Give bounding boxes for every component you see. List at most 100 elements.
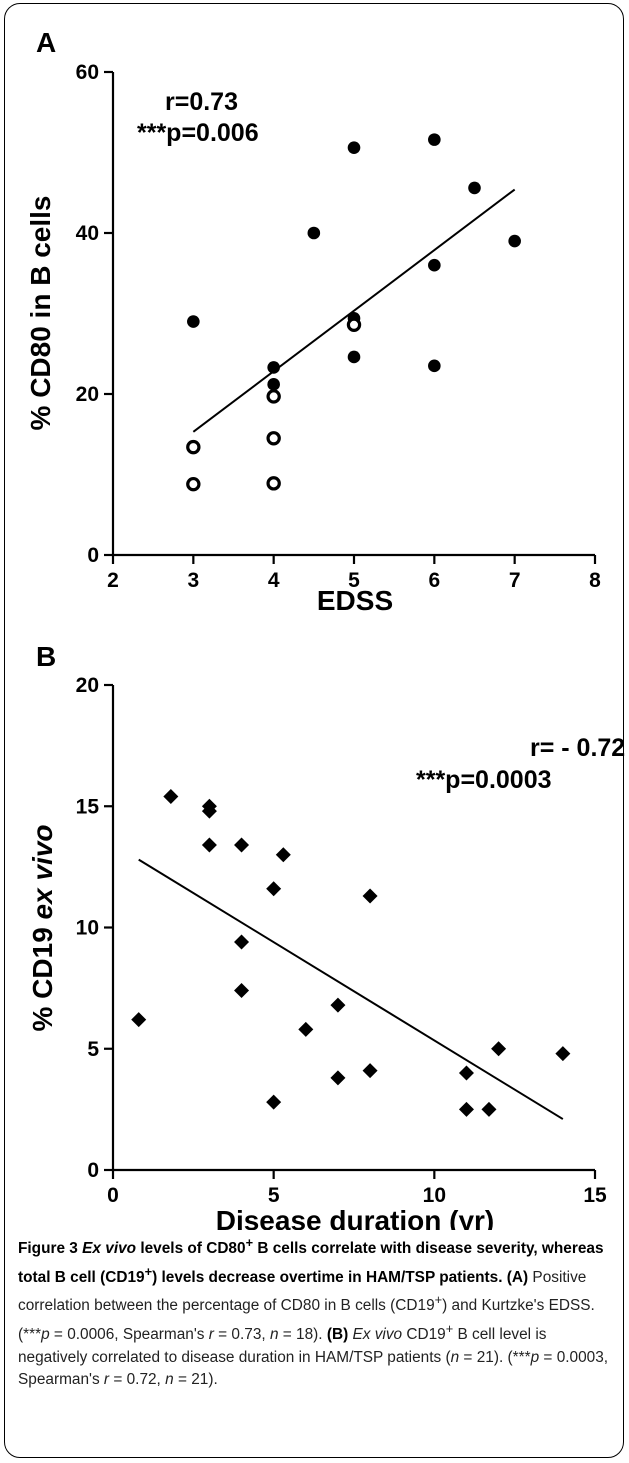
panel-b-diamond-point — [298, 1021, 314, 1037]
panel-a-filled-point — [347, 141, 361, 154]
caption-n-symbol-2: n — [450, 1348, 460, 1366]
panel-a-filled-point — [267, 361, 280, 374]
caption-title-b: B cells correlate with disease severity,… — [18, 1240, 604, 1286]
panel-a-x-tick-label: 3 — [187, 569, 199, 592]
panel-a-y-tick-label: 40 — [76, 222, 99, 245]
panel-b-diamond-point — [481, 1101, 497, 1117]
panel-b-diamond-point — [201, 837, 217, 853]
panel-a-regression-line — [192, 188, 516, 433]
caption-sup-plus-2: + — [144, 1263, 153, 1279]
panel-a-filled-point — [468, 181, 481, 195]
caption-panel-b-text6: = 21). — [173, 1371, 218, 1388]
panel-b-x-tick-label: 15 — [583, 1184, 607, 1207]
caption-panel-b-label: (B) — [326, 1326, 349, 1343]
panel-b-y-tick-label: 0 — [87, 1159, 99, 1182]
caption-r-symbol-2: r — [103, 1371, 110, 1388]
panel-b-y-tick-label: 10 — [76, 917, 99, 940]
caption-label: Figure 3 — [18, 1240, 78, 1258]
panel-b-y-axis-title: % CD19 ex vivo — [27, 825, 58, 1032]
panel-b-p-annotation: ***p=0.0003 — [416, 766, 552, 794]
panel-b-x-tick-label: 0 — [107, 1184, 119, 1207]
panel-b-diamond-point — [131, 1012, 147, 1028]
caption-n-symbol: n — [269, 1326, 279, 1343]
panel-b-r-annotation: r= - 0.72 — [530, 734, 625, 762]
panel-b-diamond-point — [362, 888, 378, 904]
panel-a-y-tick-label: 0 — [87, 544, 99, 567]
panel-a-open-point — [266, 431, 281, 446]
panel-a-filled-point — [428, 359, 441, 373]
panel-b-diamond-point — [458, 1065, 474, 1081]
panel-a-y-axis-title: % CD80 in B cells — [25, 196, 56, 431]
panel-b-diamond-point — [234, 837, 250, 853]
panel-a-y-tick-label: 60 — [76, 61, 99, 84]
panel-b-diamond-point — [266, 881, 282, 897]
caption-r-symbol: r — [208, 1326, 214, 1343]
panel-a-open-point — [266, 389, 281, 404]
panel-b-diamond-point — [266, 1094, 282, 1110]
panel-a-filled-point — [508, 234, 521, 248]
panel-b-letter: B — [36, 641, 56, 672]
caption-title-c: ) levels decrease overtime in HAM/TSP pa… — [152, 1268, 503, 1286]
panel-b-x-axis-title: Disease duration (yr) — [216, 1205, 495, 1230]
caption-title-italic: Ex vivo — [82, 1240, 137, 1258]
panel-b-diamond-point — [330, 1070, 346, 1086]
caption-panel-a-text2: ) and Kurtzke's EDSS. (*** — [18, 1297, 595, 1343]
caption-title-a: levels of CD80 — [136, 1240, 246, 1258]
caption-panel-b-text1: CD19 — [402, 1326, 446, 1343]
panel-a-y-tick-label: 20 — [76, 383, 99, 406]
panel-a-filled-point — [347, 350, 361, 364]
panel-a-open-point — [266, 476, 281, 491]
caption-panel-a-text1: Positive correlation between the percent… — [18, 1268, 587, 1315]
panel-a-x-tick-label: 5 — [348, 569, 360, 592]
caption-panel-b-text2: B cell level is negatively correlated to… — [18, 1326, 547, 1366]
panel-a-open-point — [186, 476, 201, 492]
caption-p-symbol-2: p — [530, 1348, 540, 1366]
panel-a-filled-point — [428, 258, 441, 272]
panel-a-filled-point — [428, 133, 441, 146]
panel-a-filled-point — [267, 378, 280, 391]
panel-a-filled-point — [187, 315, 200, 328]
caption-sup-plus-3: + — [434, 1292, 443, 1308]
panel-b: B 0 5 10 15 0 5 10 15 20 r= - 0.72 ***p=0.0003 D… — [27, 641, 625, 1230]
panel-b-diamond-point — [163, 789, 179, 805]
panel-b-diamond-point — [234, 983, 250, 999]
caption-panel-a-text3: = 0.0006, Spearman's — [49, 1326, 209, 1343]
caption-n-symbol-3: n — [165, 1371, 174, 1388]
panel-b-diamond-point — [330, 997, 346, 1013]
caption-panel-a-label: (A) — [506, 1268, 529, 1286]
panel-a-x-tick-label: 7 — [509, 569, 521, 592]
caption-panel-b-text5: = 0.72, — [109, 1371, 166, 1388]
figure-frame — [4, 3, 624, 1458]
panel-b-diamond-point — [275, 847, 291, 863]
panel-b-diamond-point — [201, 803, 217, 819]
panel-a-x-tick-label: 4 — [268, 569, 280, 592]
caption-sup-plus-1: + — [245, 1235, 254, 1250]
panel-b-y-tick-label: 5 — [87, 1038, 99, 1061]
panel-b-x-tick-label: 10 — [423, 1184, 446, 1207]
panel-a-r-annotation: r=0.73 — [165, 88, 238, 116]
caption-panel-b-text3: = 21). (*** — [459, 1348, 531, 1366]
caption-panel-b-italic: Ex vivo — [352, 1326, 403, 1343]
panel-b-diamond-point — [491, 1041, 507, 1057]
panel-a-filled-point — [307, 226, 321, 240]
panel-a-x-tick-label: 2 — [107, 569, 119, 592]
panel-b-y-tick-label: 15 — [76, 795, 100, 818]
panel-a-open-point — [186, 439, 201, 455]
panel-a-x-tick-label: 8 — [589, 569, 601, 592]
panel-b-diamond-point — [458, 1101, 474, 1117]
panel-b-x-tick-label: 5 — [268, 1184, 280, 1207]
panel-a-x-axis-title: EDSS — [317, 585, 393, 616]
panel-b-diamond-point — [555, 1046, 571, 1062]
caption-panel-a-text5: = 18). — [278, 1326, 323, 1343]
panel-a-letter: A — [36, 27, 56, 58]
panel-a-p-annotation: ***p=0.006 — [137, 119, 259, 147]
panel-a-x-tick-label: 6 — [428, 569, 440, 592]
figure-caption: Figure 3 Ex vivo levels of CD80+ B cells… — [18, 1232, 612, 1392]
panel-b-diamond-point — [234, 934, 250, 950]
panel-a-open-point — [346, 317, 362, 332]
panel-b-diamond-point — [362, 1063, 378, 1079]
panel-b-y-tick-label: 20 — [76, 674, 99, 697]
caption-panel-b-text4: = 0.0003, Spearman's — [18, 1348, 609, 1389]
